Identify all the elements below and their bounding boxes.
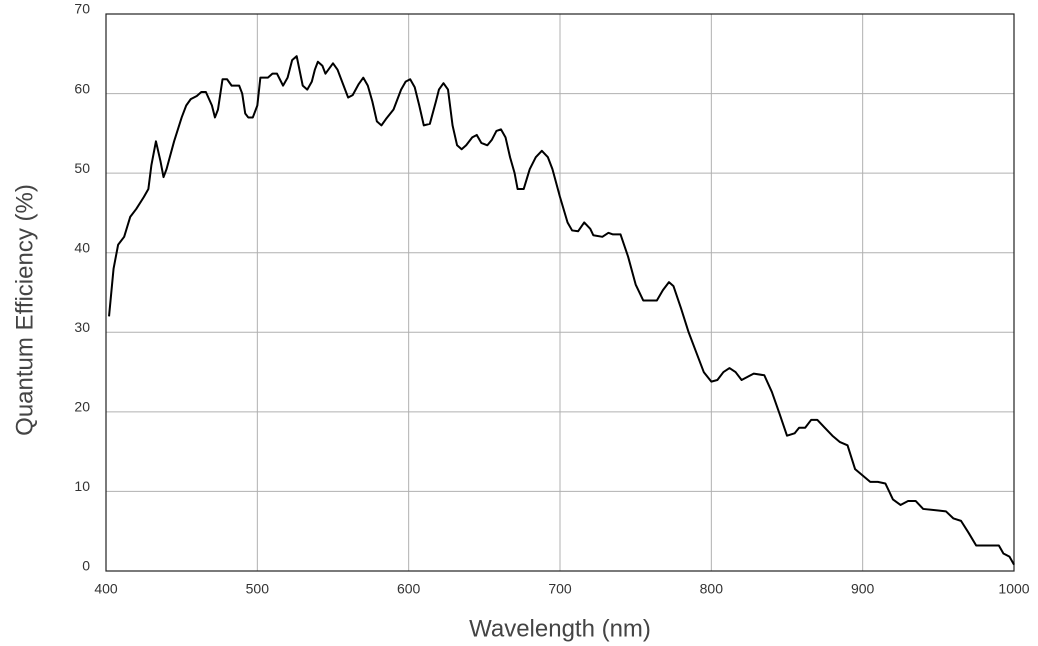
x-tick-label: 600: [397, 581, 421, 597]
y-tick-label: 40: [74, 239, 90, 255]
x-tick-label: 1000: [998, 581, 1029, 597]
y-tick-label: 30: [74, 319, 90, 335]
plot-frame: [105, 13, 1015, 572]
y-tick-label: 70: [74, 1, 90, 17]
x-axis-title: Wavelength (nm): [469, 615, 651, 642]
x-tick-label: 900: [851, 581, 875, 597]
y-tick-label: 20: [74, 399, 90, 415]
x-tick-label: 400: [94, 581, 118, 597]
y-axis-title: Quantum Efficiency (%): [11, 184, 38, 436]
y-tick-label: 10: [74, 478, 90, 494]
x-tick-label: 700: [548, 581, 572, 597]
x-tick-label: 500: [246, 581, 270, 597]
y-tick-label: 60: [74, 80, 90, 96]
x-tick-label: 800: [700, 581, 724, 597]
y-tick-label: 50: [74, 160, 90, 176]
data-line: [108, 55, 1015, 566]
y-tick-label: 0: [82, 558, 90, 574]
